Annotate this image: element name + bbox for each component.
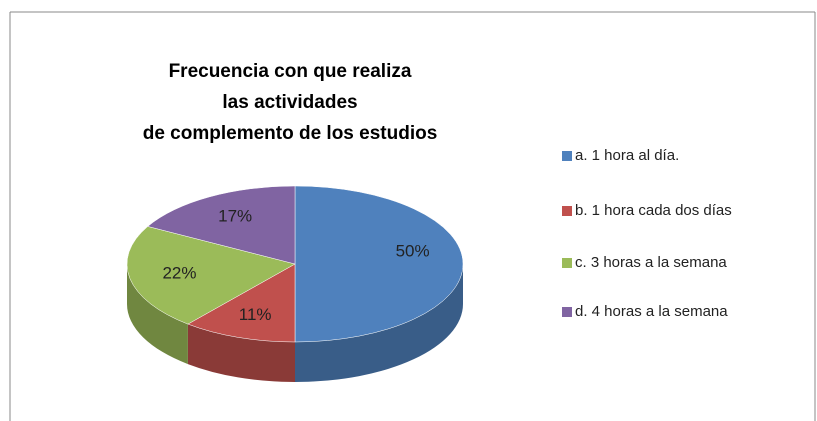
legend-swatch [562, 206, 572, 216]
data-label: 50% [396, 241, 430, 260]
legend-label: d. 4 horas a la semana [575, 303, 728, 320]
data-label: 11% [239, 305, 272, 324]
slice [294, 185, 464, 343]
chart-title: Frecuencia con que realiza [169, 61, 412, 82]
legend-label: a. 1 hora al día. [575, 147, 679, 164]
legend-label: b. 1 hora cada dos días [575, 202, 732, 219]
slice [147, 185, 296, 265]
legend-swatch [562, 151, 572, 161]
chart-title: de complemento de los estudios [143, 123, 438, 144]
data-label: 22% [162, 264, 196, 283]
chart-title: las actividades [222, 92, 357, 113]
slice-side [127, 264, 188, 365]
slice-side [295, 264, 463, 382]
slice-side [187, 324, 295, 382]
legend-swatch [562, 307, 572, 317]
legend-label: c. 3 horas a la semana [575, 254, 727, 271]
slice [187, 263, 296, 343]
slice [126, 226, 296, 325]
data-label: 17% [218, 206, 252, 225]
legend-swatch [562, 258, 572, 268]
